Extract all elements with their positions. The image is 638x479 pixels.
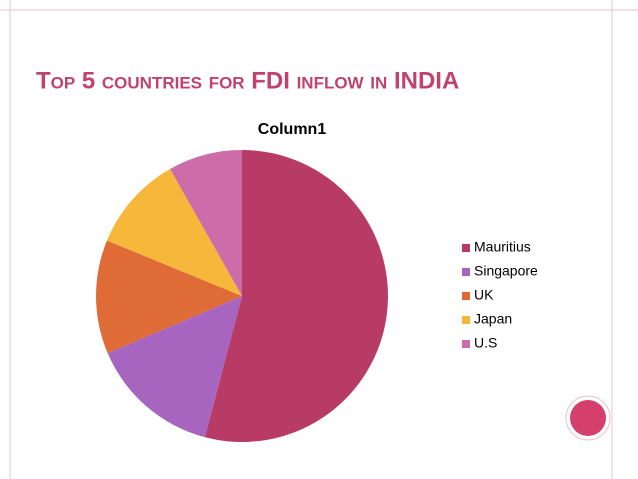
slide-title: Top 5 countries for FDI inflow in INDIA xyxy=(36,67,459,94)
pie-slice xyxy=(107,296,242,438)
legend-label: Singapore xyxy=(474,263,538,279)
pie-slice xyxy=(170,150,242,296)
pie-slice xyxy=(204,150,388,442)
legend-label: UK xyxy=(474,287,494,303)
legend-swatch xyxy=(462,292,470,300)
legend-swatch xyxy=(462,268,470,276)
legend: Mauritius Singapore UK Japan U.S xyxy=(462,239,538,351)
legend-swatch xyxy=(462,244,470,252)
legend-label: U.S xyxy=(474,335,497,351)
decor-circle xyxy=(570,400,606,436)
pie-slice xyxy=(106,168,243,296)
legend-label: Japan xyxy=(474,311,512,327)
legend-swatch xyxy=(462,340,470,348)
pie-slice xyxy=(95,240,242,354)
pie xyxy=(95,150,388,442)
chart-title: Column1 xyxy=(258,121,327,138)
legend-label: Mauritius xyxy=(474,239,531,255)
legend-swatch xyxy=(462,316,470,324)
